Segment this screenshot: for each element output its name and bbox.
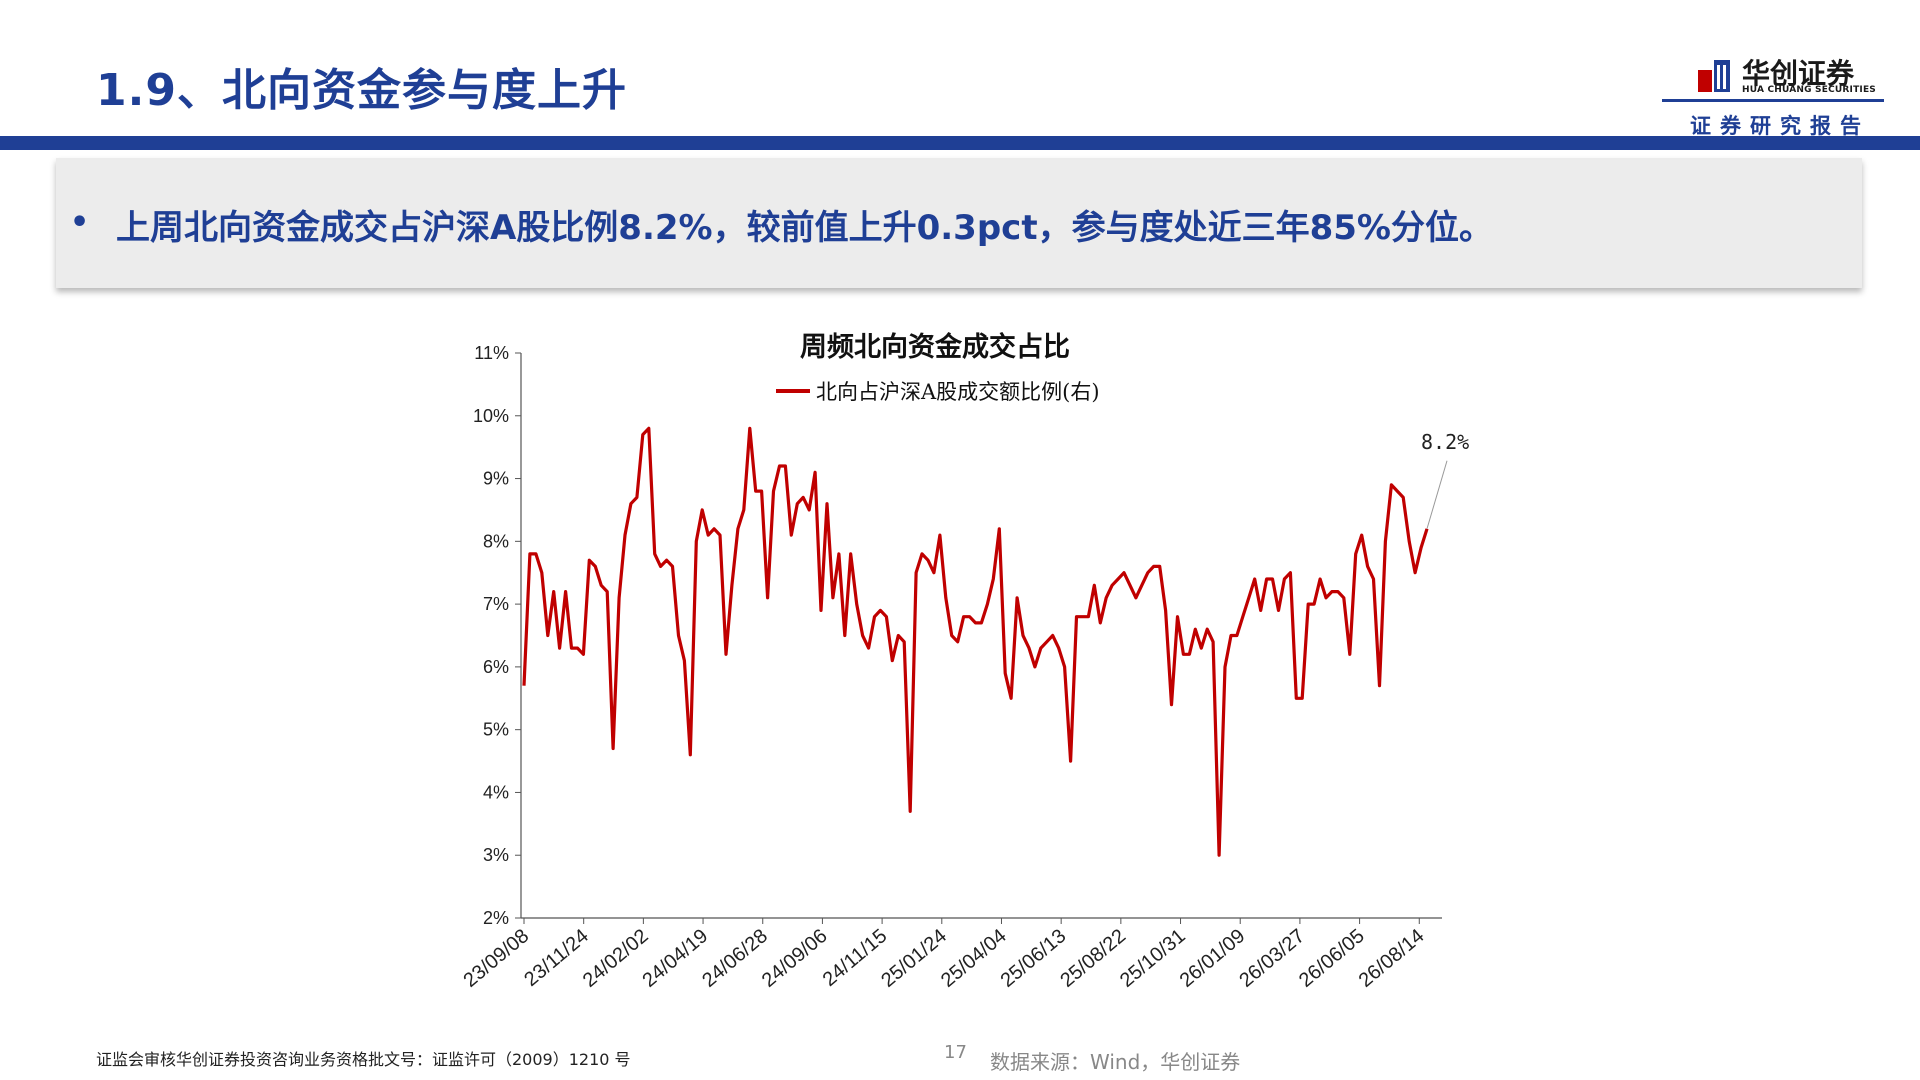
y-tick-label: 11% [474, 343, 509, 363]
x-tick-label: 26/08/14 [1355, 925, 1429, 992]
logo-underline [1662, 99, 1884, 102]
x-tick-label: 25/04/04 [937, 925, 1011, 992]
x-tick-label: 24/06/28 [698, 925, 772, 992]
x-tick-label: 23/11/24 [520, 925, 593, 991]
x-tick-label: 25/06/13 [997, 925, 1071, 992]
page-number: 17 [944, 1042, 967, 1063]
summary-box [56, 158, 1862, 288]
logo-english-name: HUA CHUANG SECURITIES [1742, 85, 1876, 95]
summary-bullet: • [70, 205, 90, 240]
logo-chinese-name: 华创证券 [1742, 57, 1855, 90]
y-tick-label: 2% [483, 908, 509, 928]
x-tick-label: 24/04/19 [638, 925, 712, 992]
legend-label: 北向占沪深A股成交额比例(右) [816, 380, 1100, 404]
series-line-northbound-ratio [522, 426, 1429, 857]
license-note: 证监会审核华创证券投资咨询业务资格批文号：证监许可（2009）1210 号 [96, 1050, 631, 1069]
line-chart: 2%3%4%5%6%7%8%9%10%11%23/09/0823/11/2424… [459, 343, 1469, 992]
x-tick-label: 26/06/05 [1295, 925, 1369, 992]
data-source: 数据来源：Wind，华创证券 [990, 1050, 1241, 1074]
x-tick-label: 25/08/22 [1056, 925, 1130, 992]
last-value-label: 8.2% [1421, 430, 1469, 454]
x-tick-label: 24/02/02 [579, 925, 653, 992]
y-tick-label: 10% [473, 406, 509, 426]
y-tick-label: 5% [483, 720, 509, 740]
company-logo: 华创证券 HUA CHUANG SECURITIES [1696, 52, 1876, 98]
chart-legend: 北向占沪深A股成交额比例(右) [776, 376, 1100, 404]
x-tick-label: 26/03/27 [1235, 925, 1309, 992]
y-tick-label: 6% [483, 657, 509, 677]
page-title: 1.9、北向资金参与度上升 [96, 65, 627, 116]
x-tick-label: 23/09/08 [459, 925, 533, 992]
chart-title: 周频北向资金成交占比 [800, 332, 1070, 363]
x-tick-label: 25/10/31 [1116, 925, 1190, 992]
x-tick-label: 24/09/06 [758, 925, 832, 992]
huachuang-logo-icon [1698, 60, 1730, 92]
y-tick-label: 8% [483, 531, 509, 551]
report-label: 证券研究报告 [1690, 113, 1870, 138]
last-value-leader-line [1426, 460, 1448, 529]
y-tick-label: 4% [483, 782, 509, 802]
legend-swatch [776, 389, 810, 393]
y-tick-label: 9% [483, 469, 509, 489]
x-tick-label: 24/11/15 [819, 925, 892, 991]
y-tick-label: 3% [483, 845, 509, 865]
x-tick-label: 25/01/24 [877, 925, 951, 992]
header-divider-bar [0, 136, 1660, 150]
y-tick-label: 7% [483, 594, 509, 614]
x-tick-label: 26/01/09 [1176, 925, 1250, 992]
header-divider-bar-right [1660, 136, 1920, 150]
summary-text: 上周北向资金成交占沪深A股比例8.2%，较前值上升0.3pct，参与度处近三年8… [116, 208, 1493, 248]
